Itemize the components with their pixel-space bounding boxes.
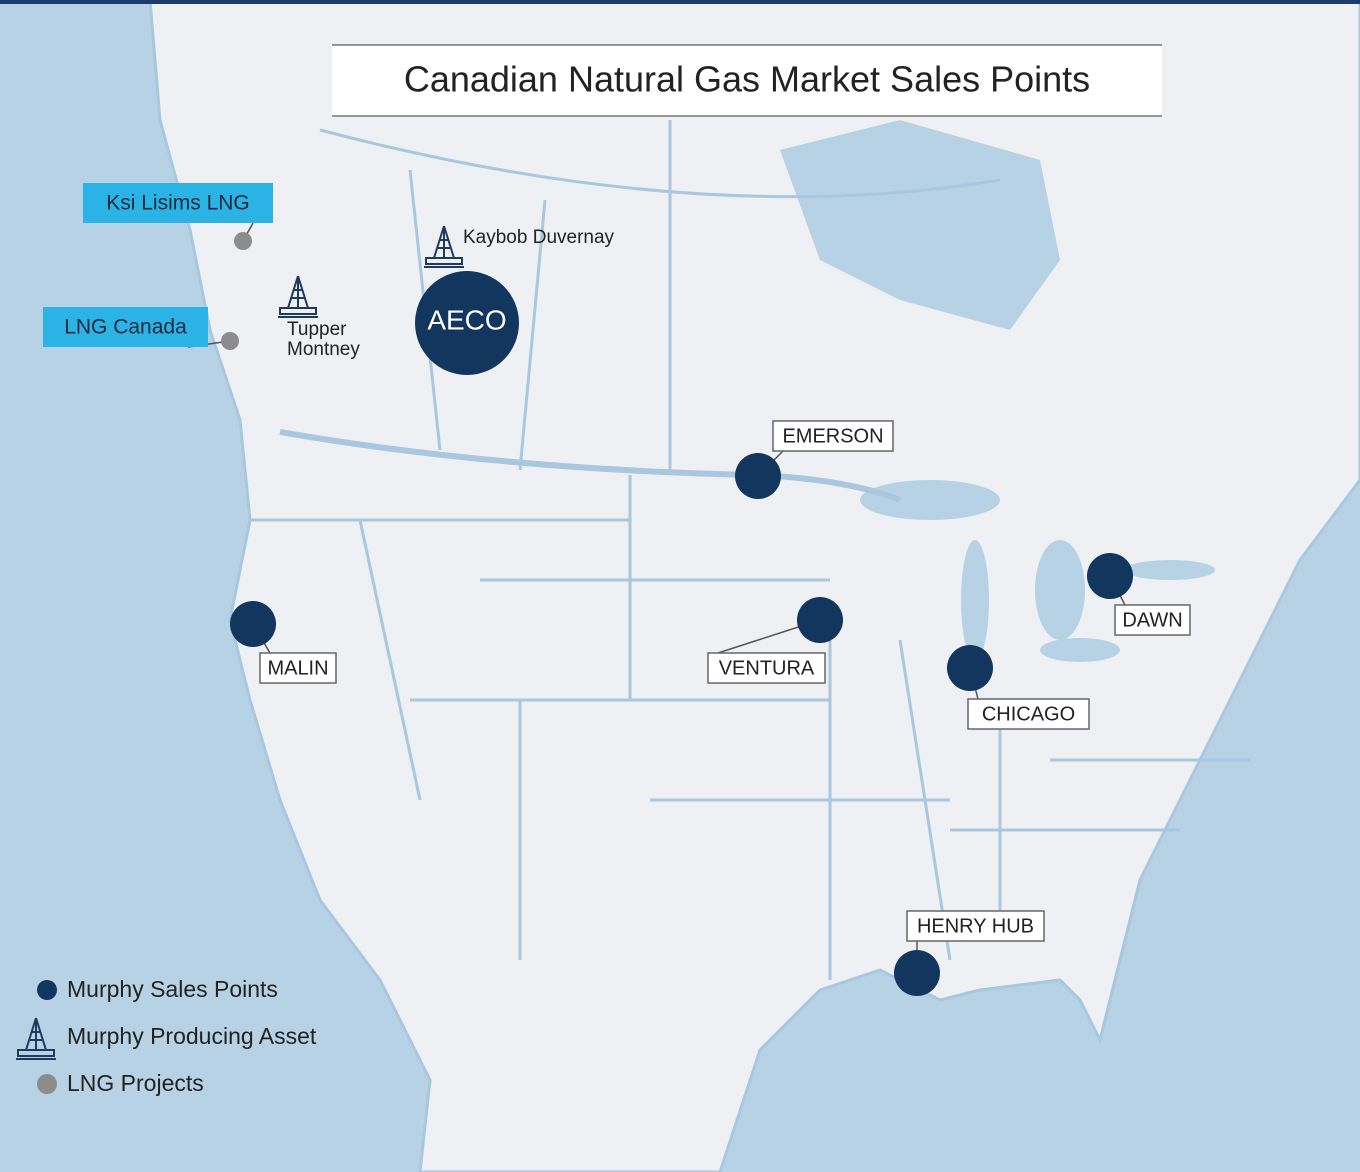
sales-point	[947, 645, 993, 691]
label-box	[707, 652, 826, 684]
lng-project	[234, 232, 252, 250]
sales-point	[1087, 553, 1133, 599]
sales-point-label: DAWN	[1122, 609, 1182, 631]
label-box	[772, 420, 894, 452]
label-box	[259, 652, 337, 684]
sales-point-label: VENTURA	[719, 657, 815, 679]
legend-dot	[37, 980, 57, 1000]
legend-dot	[37, 1074, 57, 1094]
hub: AECO	[415, 271, 519, 375]
top-rule	[0, 0, 1360, 4]
legend-label: Murphy Producing Asset	[67, 1023, 317, 1049]
label-box	[1114, 604, 1191, 636]
sales-point	[735, 453, 781, 499]
sales-point-label: MALIN	[267, 657, 328, 679]
hub-label: AECO	[427, 304, 506, 335]
asset-label: Kaybob Duvernay	[463, 227, 615, 248]
sales-point	[797, 597, 843, 643]
asset-label: Montney	[287, 339, 360, 360]
hudson-bay	[780, 120, 1060, 330]
lng-box	[83, 183, 273, 223]
legend: Murphy Sales Points Murphy Producing Ass…	[15, 976, 317, 1096]
great-lakes	[860, 480, 1215, 662]
sales-point	[894, 950, 940, 996]
sales-point-label: CHICAGO	[982, 703, 1075, 725]
label-box	[967, 698, 1090, 730]
sales-point-label: HENRY HUB	[917, 915, 1034, 937]
label-box	[906, 910, 1045, 942]
lng-label: LNG Canada	[64, 316, 187, 339]
sales-point	[230, 601, 276, 647]
legend-label: Murphy Sales Points	[67, 976, 278, 1002]
title: Canadian Natural Gas Market Sales Points	[404, 59, 1090, 100]
sales-point-label: EMERSON	[782, 425, 883, 447]
lng-project	[221, 332, 239, 350]
asset-label: Tupper	[287, 319, 347, 340]
lng-label: Ksi Lisims LNG	[106, 192, 250, 215]
lng-box	[43, 307, 208, 347]
legend-label: LNG Projects	[67, 1070, 204, 1096]
title-box: Canadian Natural Gas Market Sales Points	[332, 44, 1162, 117]
